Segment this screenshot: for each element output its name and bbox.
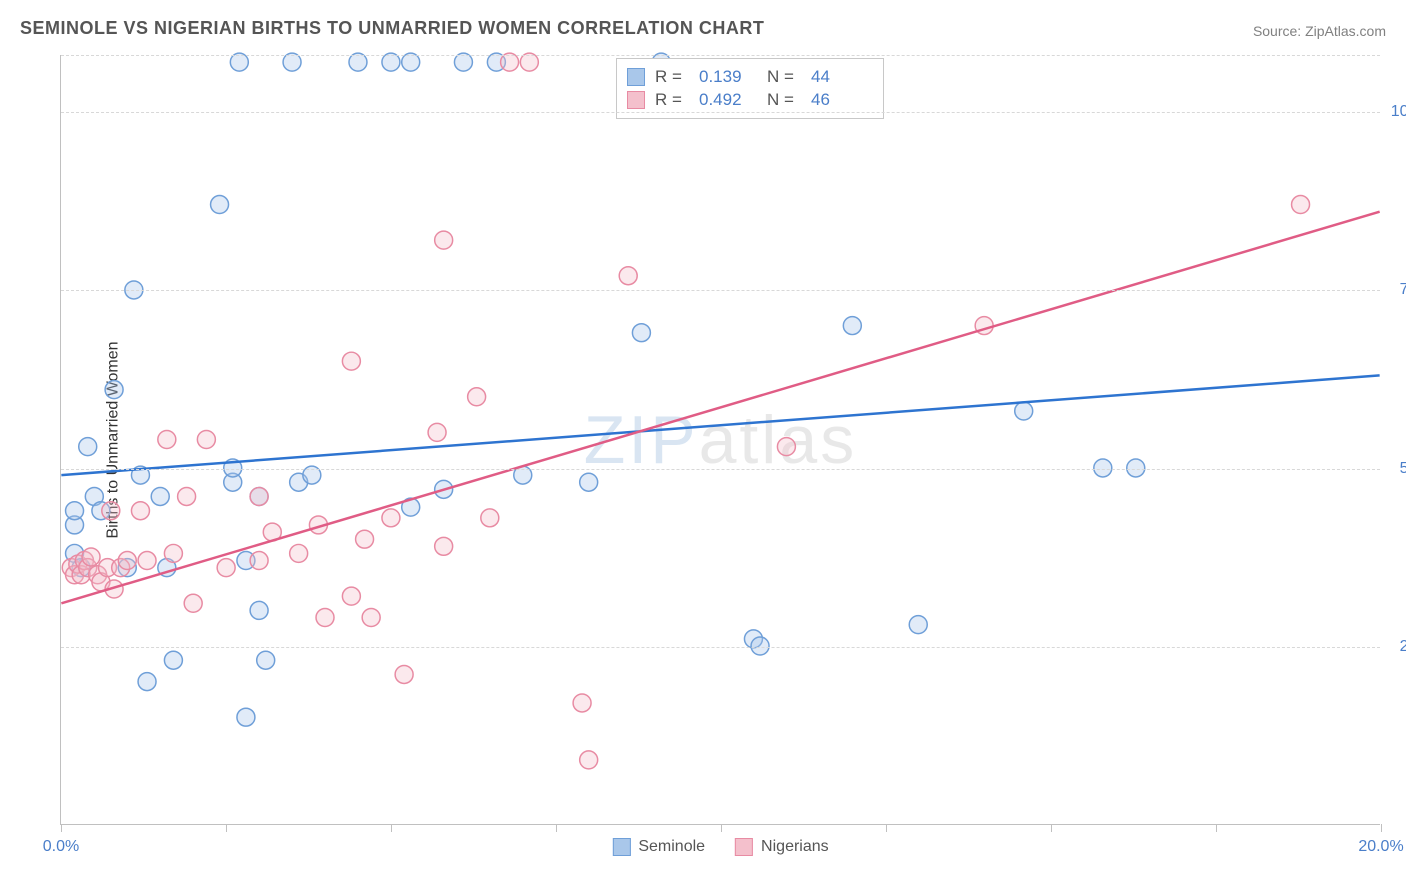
legend-bottom-label-1: Nigerians: [761, 838, 829, 856]
data-point: [481, 509, 499, 527]
data-point: [82, 548, 100, 566]
legend-r-value-0: 0.139: [699, 67, 757, 87]
legend-swatch-1: [627, 91, 645, 109]
chart-svg: [61, 55, 1380, 824]
data-point: [619, 267, 637, 285]
legend-stats: R = 0.139 N = 44 R = 0.492 N = 46: [616, 58, 884, 119]
x-tick: [61, 824, 62, 832]
gridline: [61, 55, 1380, 56]
plot-area: ZIPatlas R = 0.139 N = 44 R = 0.492 N = …: [60, 55, 1380, 825]
data-point: [138, 673, 156, 691]
data-point: [316, 609, 334, 627]
legend-series: Seminole Nigerians: [612, 838, 828, 856]
x-tick-label: 0.0%: [43, 838, 79, 856]
data-point: [151, 487, 169, 505]
header: SEMINOLE VS NIGERIAN BIRTHS TO UNMARRIED…: [20, 18, 1386, 39]
trend-line: [61, 212, 1379, 604]
legend-stats-row-0: R = 0.139 N = 44: [627, 67, 869, 87]
data-point: [102, 502, 120, 520]
data-point: [777, 438, 795, 456]
legend-bottom-swatch-1: [735, 838, 753, 856]
data-point: [290, 544, 308, 562]
legend-n-label: N =: [767, 90, 801, 110]
data-point: [580, 751, 598, 769]
chart-title: SEMINOLE VS NIGERIAN BIRTHS TO UNMARRIED…: [20, 18, 764, 39]
data-point: [362, 609, 380, 627]
data-point: [395, 665, 413, 683]
y-tick-label: 75.0%: [1385, 281, 1406, 299]
legend-swatch-0: [627, 68, 645, 86]
data-point: [197, 431, 215, 449]
data-point: [105, 381, 123, 399]
data-point: [356, 530, 374, 548]
data-point: [1015, 402, 1033, 420]
x-tick: [556, 824, 557, 832]
source-label: Source: ZipAtlas.com: [1253, 23, 1386, 39]
data-point: [217, 559, 235, 577]
data-point: [79, 438, 97, 456]
data-point: [211, 196, 229, 214]
legend-item-1: Nigerians: [735, 838, 829, 856]
x-tick: [1381, 824, 1382, 832]
data-point: [428, 423, 446, 441]
legend-bottom-swatch-0: [612, 838, 630, 856]
y-tick-label: 25.0%: [1385, 638, 1406, 656]
legend-bottom-label-0: Seminole: [638, 838, 705, 856]
gridline: [61, 290, 1380, 291]
y-tick-label: 100.0%: [1385, 103, 1406, 121]
trend-line: [61, 375, 1379, 475]
x-tick-label: 20.0%: [1358, 838, 1403, 856]
legend-stats-row-1: R = 0.492 N = 46: [627, 90, 869, 110]
data-point: [843, 317, 861, 335]
data-point: [250, 487, 268, 505]
data-point: [435, 537, 453, 555]
data-point: [158, 431, 176, 449]
gridline: [61, 469, 1380, 470]
legend-n-value-0: 44: [811, 67, 869, 87]
legend-item-0: Seminole: [612, 838, 705, 856]
data-point: [342, 352, 360, 370]
x-tick: [1051, 824, 1052, 832]
data-point: [257, 651, 275, 669]
data-point: [632, 324, 650, 342]
data-point: [66, 502, 84, 520]
gridline: [61, 112, 1380, 113]
legend-r-value-1: 0.492: [699, 90, 757, 110]
x-tick: [391, 824, 392, 832]
data-point: [250, 552, 268, 570]
data-point: [164, 651, 182, 669]
data-point: [118, 552, 136, 570]
chart-container: SEMINOLE VS NIGERIAN BIRTHS TO UNMARRIED…: [0, 0, 1406, 892]
data-point: [382, 509, 400, 527]
data-point: [909, 616, 927, 634]
x-tick: [886, 824, 887, 832]
data-point: [342, 587, 360, 605]
data-point: [237, 708, 255, 726]
data-point: [164, 544, 182, 562]
legend-n-label: N =: [767, 67, 801, 87]
data-point: [131, 502, 149, 520]
legend-n-value-1: 46: [811, 90, 869, 110]
data-point: [138, 552, 156, 570]
data-point: [178, 487, 196, 505]
data-point: [573, 694, 591, 712]
x-tick: [1216, 824, 1217, 832]
legend-r-label: R =: [655, 67, 689, 87]
x-tick: [226, 824, 227, 832]
data-point: [184, 594, 202, 612]
data-point: [1292, 196, 1310, 214]
y-tick-label: 50.0%: [1385, 460, 1406, 478]
data-point: [580, 473, 598, 491]
gridline: [61, 647, 1380, 648]
data-point: [435, 231, 453, 249]
x-tick: [721, 824, 722, 832]
data-point: [468, 388, 486, 406]
legend-r-label: R =: [655, 90, 689, 110]
data-point: [250, 601, 268, 619]
